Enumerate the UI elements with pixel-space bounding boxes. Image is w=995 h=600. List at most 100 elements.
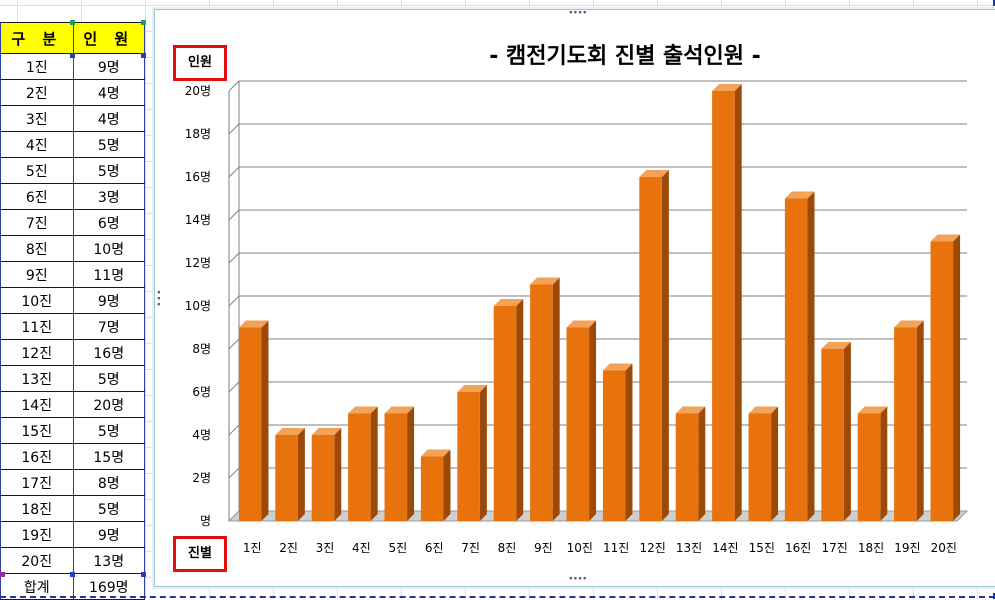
cell-category[interactable]: 9진: [0, 261, 74, 288]
bar-side: [334, 428, 342, 521]
cell-count[interactable]: 3명: [72, 183, 145, 210]
gridline: [228, 166, 240, 178]
cell-category[interactable]: 6진: [0, 183, 74, 210]
bar: [238, 327, 262, 521]
cell-count[interactable]: 11명: [72, 261, 145, 288]
cell-count[interactable]: 9명: [72, 287, 145, 314]
selection-handle[interactable]: [70, 20, 75, 25]
cell-category[interactable]: 7진: [0, 209, 74, 236]
cell-count[interactable]: 4명: [72, 79, 145, 106]
cell-count[interactable]: 9명: [72, 521, 145, 548]
chart-area[interactable]: ∙∙∙∙ ∙∙∙∙ ∙ ∙ ∙ - 캠전기도회 진별 출석인원 - 인원 진별 명 2…: [154, 9, 995, 587]
table-row: 7진 6명: [0, 209, 145, 236]
cell-count[interactable]: 7명: [72, 313, 145, 340]
cell-category[interactable]: 14진: [0, 391, 74, 418]
y-tick-label: 6명: [192, 385, 211, 399]
bar-chart[interactable]: 명 2명 4명 6명 8명 10명 12명 14명 16명 18명 20명 1진 2진 3진 4진 5진 6진 7…: [155, 10, 995, 586]
cell-category[interactable]: 19진: [0, 521, 74, 548]
table-row: 12진 16명: [0, 339, 145, 366]
resize-handle-left[interactable]: ∙ ∙ ∙: [156, 288, 162, 310]
cell-category[interactable]: 5진: [0, 157, 74, 184]
selection-handle[interactable]: [70, 53, 75, 58]
bar: [930, 241, 954, 521]
cell-count[interactable]: 8명: [72, 469, 145, 496]
y-tick-label: 8명: [192, 342, 211, 356]
cell-category[interactable]: 13진: [0, 365, 74, 392]
y-axis-title-text: 인원: [188, 55, 212, 70]
bar-side: [698, 406, 706, 521]
bar-side: [734, 84, 742, 521]
cell-count[interactable]: 5명: [72, 157, 145, 184]
chart-title[interactable]: - 캠전기도회 진별 출석인원 -: [489, 44, 761, 69]
cell-category[interactable]: 18진: [0, 495, 74, 522]
bar-side: [625, 363, 633, 521]
bar-top: [784, 191, 815, 199]
bar-top: [420, 449, 451, 457]
cell-category[interactable]: 11진: [0, 313, 74, 340]
cell-count[interactable]: 20명: [72, 391, 145, 418]
bar: [675, 413, 699, 521]
bar-top: [384, 406, 415, 414]
bar: [748, 413, 772, 521]
resize-handle-top[interactable]: ∙∙∙∙: [568, 8, 588, 18]
cell-total-label[interactable]: 합계: [0, 573, 74, 600]
selection-handle[interactable]: [141, 572, 146, 577]
cell-count[interactable]: 6명: [72, 209, 145, 236]
cell-category[interactable]: 17진: [0, 469, 74, 496]
page-break-line: [0, 596, 995, 598]
cell-count[interactable]: 10명: [72, 235, 145, 262]
bar: [784, 198, 808, 521]
cell-count[interactable]: 16명: [72, 339, 145, 366]
x-tick-label: 8진: [498, 541, 517, 555]
cell-category[interactable]: 8진: [0, 235, 74, 262]
table-total-row: 합계 169명: [0, 573, 145, 600]
cell-count[interactable]: 5명: [72, 365, 145, 392]
selection-handle[interactable]: [0, 572, 5, 577]
bar-side: [771, 406, 779, 521]
cell-category[interactable]: 3진: [0, 105, 74, 132]
cell-count[interactable]: 9명: [72, 53, 145, 80]
x-tick-label: 15진: [749, 541, 775, 555]
cell-category[interactable]: 20진: [0, 547, 74, 574]
x-tick-label: 6진: [425, 541, 444, 555]
cell-count[interactable]: 5명: [72, 495, 145, 522]
cell-category[interactable]: 15진: [0, 417, 74, 444]
cell-category[interactable]: 10진: [0, 287, 74, 314]
selection-handle[interactable]: [141, 53, 146, 58]
cell-count[interactable]: 15명: [72, 443, 145, 470]
y-tick-label: 14명: [185, 213, 211, 227]
bar-side: [661, 170, 669, 521]
cell-total-value[interactable]: 169명: [72, 573, 145, 600]
bar: [566, 327, 590, 521]
cell-category[interactable]: 2진: [0, 79, 74, 106]
cell-category[interactable]: 1진: [0, 53, 74, 80]
bar-top: [821, 342, 851, 349]
x-axis-title[interactable]: 진별: [173, 536, 227, 572]
cell-count[interactable]: 13명: [72, 547, 145, 574]
x-tick-label: 16진: [785, 541, 811, 555]
gridline: [228, 338, 240, 350]
gridline: [228, 209, 240, 221]
table-row: 8진 10명: [0, 235, 145, 262]
header-count[interactable]: 인 원: [72, 22, 145, 54]
cell-category[interactable]: 12진: [0, 339, 74, 366]
cell-category[interactable]: 16진: [0, 443, 74, 470]
y-tick-label: 12명: [185, 256, 211, 270]
resize-handle-bottom[interactable]: ∙∙∙∙: [568, 574, 588, 584]
selection-handle[interactable]: [141, 20, 146, 25]
x-tick-label: 12진: [639, 541, 665, 555]
bar-top: [639, 170, 669, 177]
cell-count[interactable]: 5명: [72, 131, 145, 158]
x-tick-label: 2진: [279, 541, 298, 555]
cell-category[interactable]: 4진: [0, 131, 74, 158]
table-row: 20진 13명: [0, 547, 145, 574]
table-row: 19진 9명: [0, 521, 145, 548]
y-tick-label: 10명: [185, 299, 211, 313]
selection-handle[interactable]: [70, 572, 75, 577]
y-axis-title[interactable]: 인원: [173, 45, 227, 81]
header-category[interactable]: 구 분: [0, 22, 74, 54]
cell-count[interactable]: 4명: [72, 105, 145, 132]
table-row: 11진 7명: [0, 313, 145, 340]
cell-count[interactable]: 5명: [72, 417, 145, 444]
x-axis-title-text: 진별: [188, 546, 212, 561]
